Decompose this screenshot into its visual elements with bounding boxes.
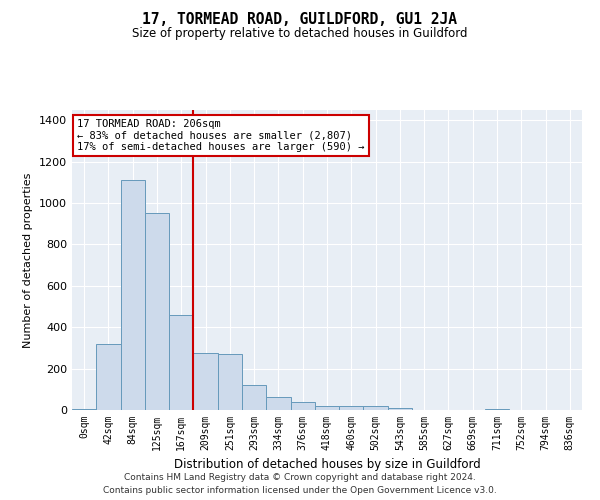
Bar xyxy=(242,385,266,410)
Bar xyxy=(315,406,339,410)
Y-axis label: Number of detached properties: Number of detached properties xyxy=(23,172,34,348)
X-axis label: Distribution of detached houses by size in Guildford: Distribution of detached houses by size … xyxy=(173,458,481,471)
Bar xyxy=(290,402,315,410)
Bar xyxy=(145,214,169,410)
Bar xyxy=(388,408,412,410)
Bar xyxy=(339,406,364,410)
Bar xyxy=(121,180,145,410)
Bar xyxy=(485,409,509,410)
Text: Size of property relative to detached houses in Guildford: Size of property relative to detached ho… xyxy=(132,28,468,40)
Bar xyxy=(72,409,96,410)
Text: 17, TORMEAD ROAD, GUILDFORD, GU1 2JA: 17, TORMEAD ROAD, GUILDFORD, GU1 2JA xyxy=(143,12,458,28)
Bar xyxy=(96,344,121,410)
Bar xyxy=(364,406,388,410)
Text: Contains public sector information licensed under the Open Government Licence v3: Contains public sector information licen… xyxy=(103,486,497,495)
Text: Contains HM Land Registry data © Crown copyright and database right 2024.: Contains HM Land Registry data © Crown c… xyxy=(124,474,476,482)
Bar xyxy=(218,354,242,410)
Bar xyxy=(266,396,290,410)
Bar xyxy=(193,353,218,410)
Bar xyxy=(169,315,193,410)
Text: 17 TORMEAD ROAD: 206sqm
← 83% of detached houses are smaller (2,807)
17% of semi: 17 TORMEAD ROAD: 206sqm ← 83% of detache… xyxy=(77,119,365,152)
